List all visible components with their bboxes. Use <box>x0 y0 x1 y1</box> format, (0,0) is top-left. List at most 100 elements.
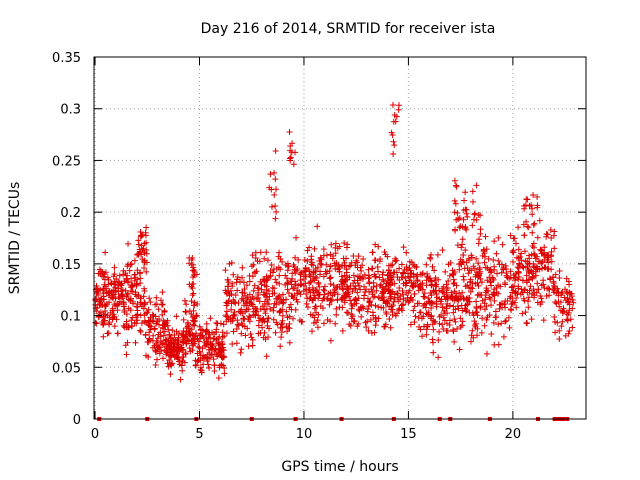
data-point <box>217 320 224 327</box>
data-point <box>234 274 241 281</box>
x-tick-label: 20 <box>505 427 522 442</box>
data-point <box>497 283 504 290</box>
data-point <box>504 274 511 281</box>
data-point <box>537 246 544 253</box>
data-point <box>477 230 484 237</box>
data-point <box>551 284 558 291</box>
data-point <box>368 330 375 337</box>
data-point <box>545 254 552 261</box>
data-point <box>146 295 153 302</box>
data-point <box>462 189 469 196</box>
data-point <box>355 253 362 260</box>
data-point <box>491 238 498 245</box>
data-point <box>323 295 330 302</box>
data-point <box>398 261 405 268</box>
data-point <box>406 265 413 272</box>
data-point <box>522 309 529 316</box>
data-point <box>509 258 516 265</box>
data-point <box>529 205 536 212</box>
data-point <box>241 302 248 309</box>
data-point <box>131 257 138 264</box>
data-point <box>443 320 450 327</box>
data-point <box>285 279 292 286</box>
data-point <box>180 338 187 345</box>
data-point <box>456 346 463 353</box>
data-point <box>243 306 250 313</box>
data-point <box>248 263 255 270</box>
data-point <box>537 247 544 254</box>
data-point <box>347 262 354 269</box>
data-point <box>248 334 255 341</box>
data-point <box>475 291 482 298</box>
data-point <box>483 285 490 292</box>
data-point <box>498 261 505 268</box>
data-point <box>287 154 294 161</box>
data-point <box>339 294 346 301</box>
data-point <box>360 256 367 263</box>
data-point <box>195 343 202 350</box>
data-point <box>218 345 225 352</box>
data-point <box>147 326 154 333</box>
data-point <box>120 301 127 308</box>
data-point <box>400 244 407 251</box>
data-point <box>365 327 372 334</box>
data-point <box>490 319 497 326</box>
data-point <box>105 292 112 299</box>
data-point <box>439 247 446 254</box>
axis-ticks <box>94 56 586 420</box>
data-point <box>271 169 278 176</box>
data-point <box>172 337 179 344</box>
data-point <box>386 316 393 323</box>
data-point <box>546 275 553 282</box>
data-point <box>370 294 377 301</box>
data-point <box>127 307 134 314</box>
data-point <box>358 313 365 320</box>
data-point <box>475 240 482 247</box>
data-point <box>348 305 355 312</box>
data-point <box>143 224 150 231</box>
data-point <box>347 282 354 289</box>
data-point <box>428 282 435 289</box>
data-point <box>235 322 242 329</box>
data-point <box>318 261 325 268</box>
data-point <box>525 298 532 305</box>
data-point <box>158 347 165 354</box>
data-point <box>143 352 150 359</box>
data-point <box>188 298 195 305</box>
data-point <box>203 327 210 334</box>
data-point <box>251 282 258 289</box>
data-point <box>234 287 241 294</box>
data-point <box>469 188 476 195</box>
data-point <box>167 334 174 341</box>
data-point <box>522 202 529 209</box>
data-point <box>461 197 468 204</box>
data-point <box>407 270 414 277</box>
data-point <box>204 351 211 358</box>
data-point <box>525 294 532 301</box>
data-point <box>115 278 122 285</box>
data-point <box>389 288 396 295</box>
data-point <box>155 306 162 313</box>
data-point <box>265 334 272 341</box>
data-point <box>518 250 525 257</box>
data-point <box>292 254 299 261</box>
data-point <box>559 318 566 325</box>
data-point <box>472 280 479 287</box>
data-point <box>356 282 363 289</box>
data-point <box>143 310 150 317</box>
data-point <box>100 333 107 340</box>
data-point <box>125 279 132 286</box>
data-point <box>451 279 458 286</box>
data-point <box>102 302 109 309</box>
data-point <box>460 216 467 223</box>
data-point <box>346 263 353 270</box>
data-point <box>323 252 330 259</box>
data-point <box>267 273 274 280</box>
data-point <box>392 257 399 264</box>
data-point <box>312 303 319 310</box>
data-point <box>232 292 239 299</box>
data-point <box>272 276 279 283</box>
data-point <box>473 269 480 276</box>
data-point <box>143 239 150 246</box>
data-point <box>563 275 570 282</box>
